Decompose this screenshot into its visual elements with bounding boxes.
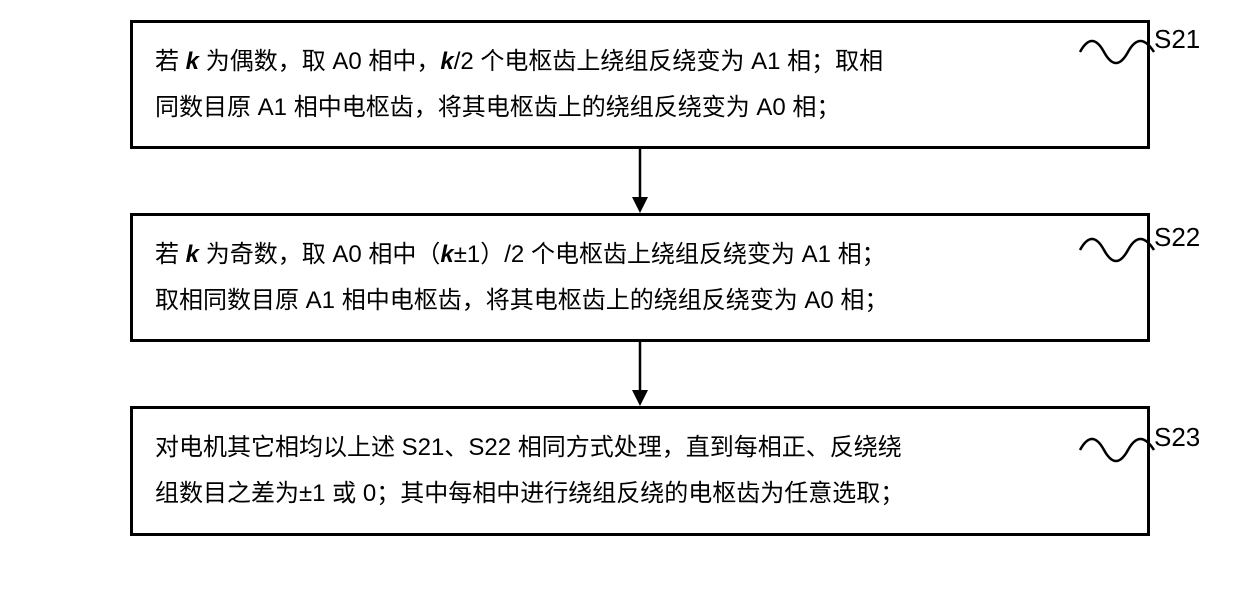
text-segment: /2 个电枢齿上绕组反绕变为 A1 相；取相 [454, 48, 883, 75]
step-s22-box: 若 k 为奇数，取 A0 相中（k±1）/2 个电枢齿上绕组反绕变为 A1 相；… [130, 213, 1150, 342]
wavy-connector-icon [1078, 26, 1156, 78]
text-segment: 为偶数，取 A0 相中， [199, 48, 440, 75]
step-label-s21: S21 [1154, 24, 1200, 55]
connector-s22-s23 [0, 342, 1240, 406]
connector-s21-s22 [0, 149, 1240, 213]
variable-k: k [186, 48, 199, 75]
step-s21-line2: 同数目原 A1 相中电枢齿，将其电枢齿上的绕组反绕变为 A0 相； [155, 85, 1125, 131]
text-segment: 若 [155, 241, 186, 268]
arrow-down-icon [625, 342, 655, 406]
text-segment: 若 [155, 48, 186, 75]
variable-k: k [186, 241, 199, 268]
step-s22-line2: 取相同数目原 A1 相中电枢齿，将其电枢齿上的绕组反绕变为 A0 相； [155, 278, 1125, 324]
step-s23-box: 对电机其它相均以上述 S21、S22 相同方式处理，直到每相正、反绕绕 组数目之… [130, 406, 1150, 535]
step-s23-line2: 组数目之差为±1 或 0；其中每相中进行绕组反绕的电枢齿为任意选取； [155, 471, 1125, 517]
wavy-connector-icon [1078, 224, 1156, 276]
variable-k: k [440, 48, 453, 75]
flowchart-container: 若 k 为偶数，取 A0 相中，k/2 个电枢齿上绕组反绕变为 A1 相；取相 … [0, 0, 1240, 594]
step-s21-line1: 若 k 为偶数，取 A0 相中，k/2 个电枢齿上绕组反绕变为 A1 相；取相 [155, 39, 1125, 85]
step-s23-wrapper: 对电机其它相均以上述 S21、S22 相同方式处理，直到每相正、反绕绕 组数目之… [0, 406, 1240, 535]
text-segment: 为奇数，取 A0 相中（ [199, 241, 440, 268]
step-s21-box: 若 k 为偶数，取 A0 相中，k/2 个电枢齿上绕组反绕变为 A1 相；取相 … [130, 20, 1150, 149]
step-label-s22: S22 [1154, 222, 1200, 253]
step-label-s23: S23 [1154, 422, 1200, 453]
wavy-connector-icon [1078, 424, 1156, 476]
step-s22-line1: 若 k 为奇数，取 A0 相中（k±1）/2 个电枢齿上绕组反绕变为 A1 相； [155, 232, 1125, 278]
variable-k: k [440, 241, 453, 268]
step-s22-wrapper: 若 k 为奇数，取 A0 相中（k±1）/2 个电枢齿上绕组反绕变为 A1 相；… [0, 213, 1240, 342]
step-s21-wrapper: 若 k 为偶数，取 A0 相中，k/2 个电枢齿上绕组反绕变为 A1 相；取相 … [0, 20, 1240, 149]
text-segment: ±1）/2 个电枢齿上绕组反绕变为 A1 相； [454, 241, 886, 268]
step-s23-line1: 对电机其它相均以上述 S21、S22 相同方式处理，直到每相正、反绕绕 [155, 425, 1125, 471]
arrow-down-icon [625, 149, 655, 213]
